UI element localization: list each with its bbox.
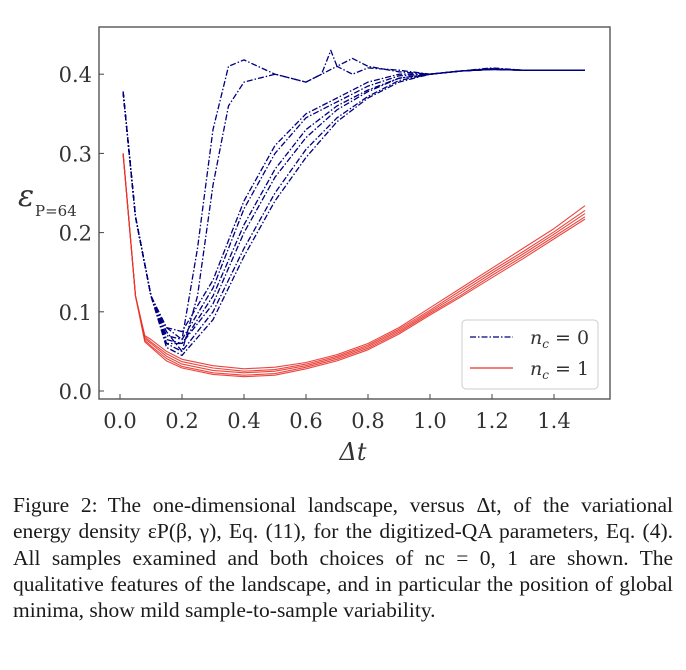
- x-tick-label: 1.0: [413, 409, 446, 433]
- svg-text:P=64: P=64: [35, 202, 77, 220]
- svg-text:ε: ε: [18, 179, 34, 214]
- line-chart: 0.0 0.2 0.4 0.6 0.8 1.0 1.2 1.4 0.0 0.1 0.2 0.3 0.4…: [18, 26, 611, 466]
- series-line-nc0: [122, 68, 585, 345]
- plot-lines: [122, 49, 586, 378]
- legend-label-nc1: nc = 1: [530, 358, 589, 382]
- series-line-nc0: [122, 68, 585, 333]
- series-line-nc1: [122, 153, 586, 378]
- y-tick-label: 0.1: [59, 301, 92, 325]
- y-tick-label: 0.2: [59, 222, 92, 246]
- series-line-nc1: [122, 153, 586, 370]
- y-tick-label: 0.4: [59, 63, 92, 87]
- caption-label: Figure 2:: [13, 493, 98, 517]
- series-line-nc0: [122, 68, 585, 345]
- x-axis-ticks: 0.0 0.2 0.4 0.6 0.8 1.0 1.2 1.4: [103, 394, 571, 433]
- x-tick-label: 0.2: [165, 409, 198, 433]
- series-line-nc1: [122, 153, 586, 376]
- x-tick-label: 0.4: [227, 409, 260, 433]
- series-line-nc0: [122, 59, 585, 341]
- legend-label-nc0: nc = 0: [530, 327, 589, 351]
- series-line-nc0: [122, 68, 585, 357]
- y-axis-label: ε P=64: [18, 179, 77, 220]
- x-tick-label: 1.2: [475, 409, 508, 433]
- x-tick-label: 0.8: [351, 409, 384, 433]
- series-line-nc1: [122, 153, 586, 374]
- plot-frame: [98, 26, 611, 400]
- series-line-nc1: [122, 153, 586, 372]
- series-line-nc0: [122, 68, 585, 341]
- y-tick-label: 0.3: [59, 142, 92, 166]
- x-tick-label: 0.0: [103, 409, 136, 433]
- caption-text: The one-dimensional landscape, versus Δt…: [13, 493, 674, 623]
- figure-chart: 0.0 0.2 0.4 0.6 0.8 1.0 1.2 1.4 0.0 0.1 0.2 0.3 0.4…: [18, 26, 611, 466]
- legend: nc = 0 nc = 1: [461, 319, 599, 390]
- x-tick-label: 1.4: [537, 409, 570, 433]
- x-axis-label: Δt: [339, 438, 367, 466]
- y-axis-ticks: 0.0 0.1 0.2 0.3 0.4: [59, 63, 104, 404]
- figure-caption: Figure 2: The one-dimensional landscape, …: [13, 492, 673, 623]
- x-tick-label: 0.6: [289, 409, 322, 433]
- series-line-nc0: [122, 49, 585, 353]
- y-tick-label: 0.0: [59, 380, 92, 404]
- series-line-nc0: [122, 68, 585, 353]
